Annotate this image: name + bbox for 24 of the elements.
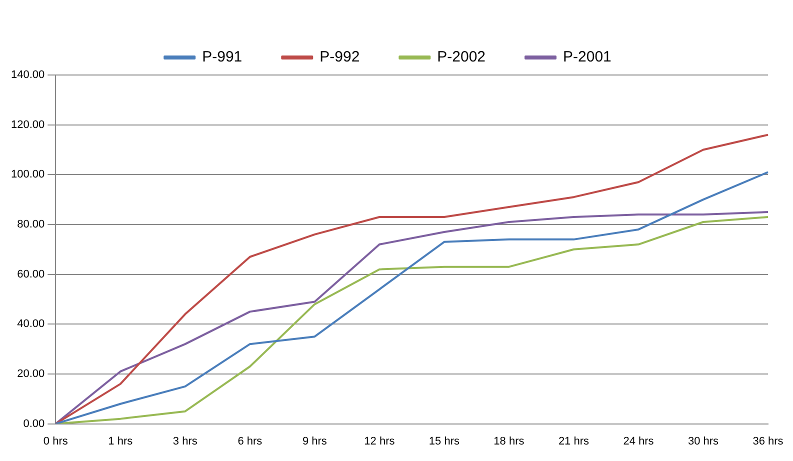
x-tick-label: 0 hrs	[43, 435, 68, 448]
x-tick-label: 1 hrs	[108, 435, 134, 448]
x-tick-label: 12 hrs	[364, 435, 396, 448]
legend-label: P-991	[202, 48, 242, 66]
legend-label: P-2001	[563, 48, 612, 66]
legend-label: P-992	[320, 48, 360, 66]
x-tick-label: 30 hrs	[688, 435, 720, 448]
x-tick-label: 24 hrs	[623, 435, 654, 448]
y-tick-label: 100.00	[10, 168, 45, 181]
y-tick-label: 120.00	[10, 118, 45, 131]
x-tick-label: 18 hrs	[494, 435, 525, 448]
y-tick-label: 40.00	[17, 318, 45, 330]
y-tick-label: 60.00	[17, 268, 45, 280]
legend-label: P-2002	[437, 48, 486, 66]
y-tick-label: 80.00	[17, 218, 45, 231]
x-tick-label: 6 hrs	[238, 435, 263, 448]
x-tick-label: 15 hrs	[428, 435, 460, 448]
x-tick-label: 3 hrs	[172, 435, 198, 448]
x-tick-label: 9 hrs	[302, 435, 328, 448]
x-tick-label: 21 hrs	[558, 435, 590, 448]
x-tick-label: 36 hrs	[752, 435, 784, 448]
y-tick-label: 20.00	[17, 368, 45, 380]
y-tick-label: 140.00	[10, 69, 45, 82]
y-tick-label: 0.00	[23, 418, 45, 430]
